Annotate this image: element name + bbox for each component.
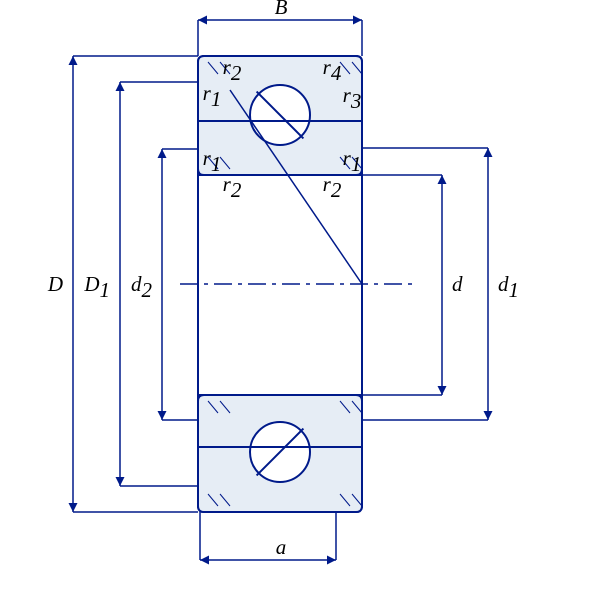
dim-d2-label: d2 <box>131 272 153 302</box>
dim-d-label: d <box>452 272 463 296</box>
dim-B-label: B <box>275 0 288 19</box>
label-r2_lr: r2 <box>323 172 342 202</box>
dim-a-label: a <box>276 535 287 559</box>
dim-d1-label: d1 <box>498 272 519 302</box>
dim-D-label: D <box>47 272 63 296</box>
label-r2_ll: r2 <box>223 172 242 202</box>
dim-D1-label: D1 <box>83 272 110 302</box>
